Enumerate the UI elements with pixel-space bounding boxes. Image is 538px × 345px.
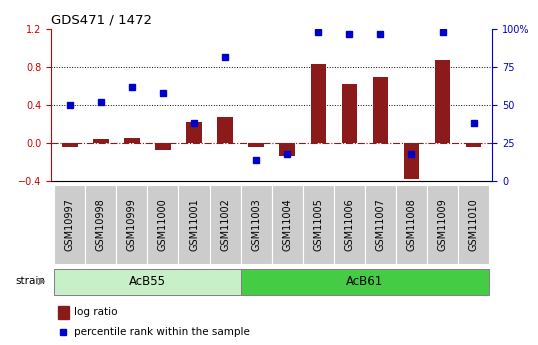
- FancyBboxPatch shape: [240, 185, 272, 264]
- Text: GSM11000: GSM11000: [158, 198, 168, 250]
- Text: AcB55: AcB55: [129, 275, 166, 288]
- FancyBboxPatch shape: [179, 185, 210, 264]
- Bar: [404, 143, 419, 179]
- Text: GSM10997: GSM10997: [65, 198, 75, 251]
- FancyBboxPatch shape: [458, 185, 489, 264]
- FancyBboxPatch shape: [116, 185, 147, 264]
- Bar: [58, 306, 69, 319]
- Text: GSM11001: GSM11001: [189, 198, 199, 250]
- Bar: [342, 85, 357, 143]
- FancyBboxPatch shape: [240, 269, 489, 295]
- Text: GSM11002: GSM11002: [220, 198, 230, 251]
- FancyBboxPatch shape: [86, 185, 116, 264]
- Bar: [310, 65, 326, 143]
- Text: percentile rank within the sample: percentile rank within the sample: [74, 327, 250, 337]
- FancyBboxPatch shape: [54, 269, 240, 295]
- Bar: [186, 122, 202, 143]
- Text: strain: strain: [15, 276, 45, 286]
- Text: GSM11010: GSM11010: [469, 198, 479, 250]
- Text: GSM11005: GSM11005: [313, 198, 323, 251]
- Text: GDS471 / 1472: GDS471 / 1472: [51, 14, 152, 27]
- FancyBboxPatch shape: [303, 185, 334, 264]
- Bar: [279, 143, 295, 157]
- Bar: [62, 143, 77, 147]
- Text: GSM11004: GSM11004: [282, 198, 292, 250]
- Text: AcB61: AcB61: [346, 275, 384, 288]
- Bar: [249, 143, 264, 147]
- Bar: [435, 60, 450, 143]
- Text: GSM11003: GSM11003: [251, 198, 261, 250]
- FancyBboxPatch shape: [365, 185, 396, 264]
- Text: GSM11007: GSM11007: [376, 198, 385, 251]
- FancyBboxPatch shape: [272, 185, 303, 264]
- Bar: [155, 143, 171, 150]
- FancyBboxPatch shape: [54, 185, 86, 264]
- Bar: [373, 77, 388, 143]
- FancyBboxPatch shape: [147, 185, 179, 264]
- Text: GSM11009: GSM11009: [437, 198, 448, 250]
- Bar: [93, 139, 109, 143]
- Bar: [217, 117, 233, 143]
- FancyBboxPatch shape: [210, 185, 240, 264]
- Text: GSM11008: GSM11008: [407, 198, 416, 250]
- Bar: [466, 143, 482, 147]
- FancyBboxPatch shape: [427, 185, 458, 264]
- FancyBboxPatch shape: [334, 185, 365, 264]
- FancyBboxPatch shape: [396, 185, 427, 264]
- Bar: [124, 138, 140, 143]
- Text: GSM11006: GSM11006: [344, 198, 355, 250]
- Text: GSM10999: GSM10999: [127, 198, 137, 250]
- Text: log ratio: log ratio: [74, 307, 117, 317]
- Text: GSM10998: GSM10998: [96, 198, 106, 250]
